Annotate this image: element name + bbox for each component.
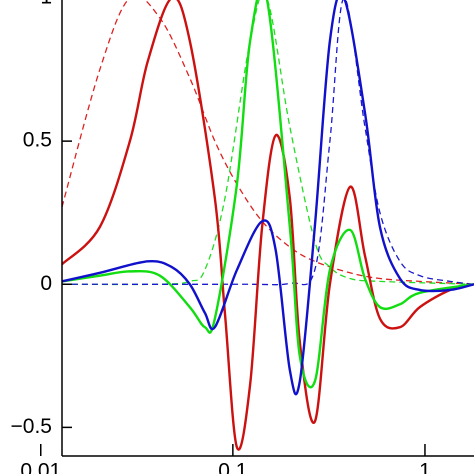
line (62, 0, 474, 396)
x-tick-label: 1 (419, 460, 431, 474)
dashed-line (62, 0, 474, 286)
dashed-line (62, 0, 474, 286)
y-tick-label: 0.5 (23, 129, 52, 152)
line (62, 0, 474, 451)
y-tick-label: 1 (40, 0, 52, 9)
x-tick-label: 0.01 (20, 460, 61, 474)
plot-area (62, 0, 474, 451)
x-tick-label: 0.1 (218, 460, 247, 474)
line (62, 0, 474, 389)
y-tick-label: −0.5 (11, 415, 52, 438)
y-tick-label: 0 (40, 272, 52, 295)
dashed-line (62, 0, 474, 285)
